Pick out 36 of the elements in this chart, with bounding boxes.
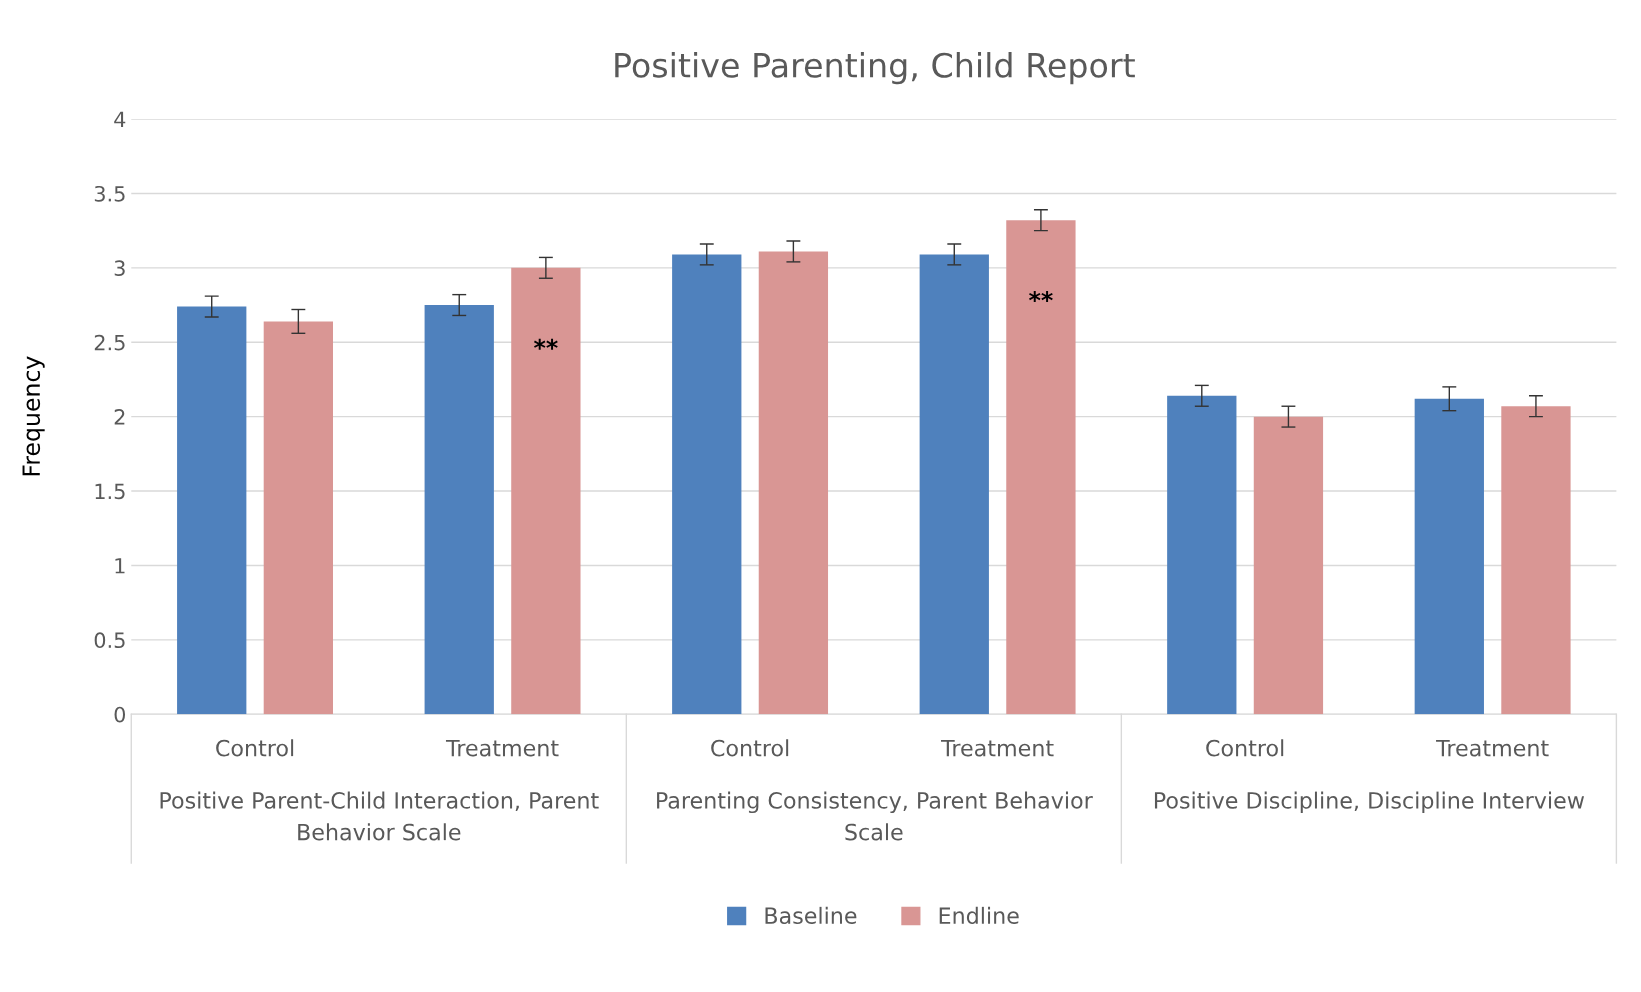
bar [1501, 406, 1571, 715]
legend-label: Endline [939, 906, 1019, 925]
bar [672, 254, 742, 715]
x-tick-label: Treatment [1436, 739, 1549, 757]
x-tick-label: Treatment [445, 739, 559, 757]
bar [1167, 395, 1237, 715]
x-tick-label: Control [1206, 739, 1284, 757]
y-tick-label: 1 [115, 558, 125, 574]
x-tick-label: Control [711, 739, 789, 757]
text: Parenting Consistency, Parent Behavior Scale [657, 791, 1093, 841]
data-label: ** [1029, 291, 1053, 303]
x-tick-label: Control [216, 739, 294, 757]
data-label: ** [534, 338, 558, 350]
chart-title: Positive Parenting, Child Report [615, 52, 1135, 85]
bar [919, 254, 989, 715]
y-axis-title: Frequency [22, 356, 45, 476]
y-tick-label: 1.5 [95, 483, 125, 500]
bar [758, 251, 829, 715]
y-tick-label: 3.5 [94, 185, 125, 202]
y-tick-label: 0 [114, 706, 126, 723]
y-tick-label: 0.5 [94, 632, 125, 649]
y-tick-label: 2 [114, 409, 125, 425]
bar [424, 305, 494, 715]
text: Positive Discipline, Discipline Interview [1154, 791, 1585, 814]
bar [1006, 220, 1076, 715]
x-tick-label: Treatment [941, 739, 1054, 757]
legend-label: Baseline [765, 906, 857, 925]
text: Positive Parent-Child Interaction, Parent Behavior Scale [160, 791, 599, 841]
bar [177, 306, 247, 715]
bar [1253, 416, 1324, 715]
y-tick-label: 4 [114, 111, 126, 127]
bar [1414, 398, 1484, 715]
bar [511, 267, 581, 715]
y-tick-label: 2.5 [94, 334, 125, 351]
bar [263, 321, 334, 715]
y-tick-label: 3 [114, 260, 125, 277]
